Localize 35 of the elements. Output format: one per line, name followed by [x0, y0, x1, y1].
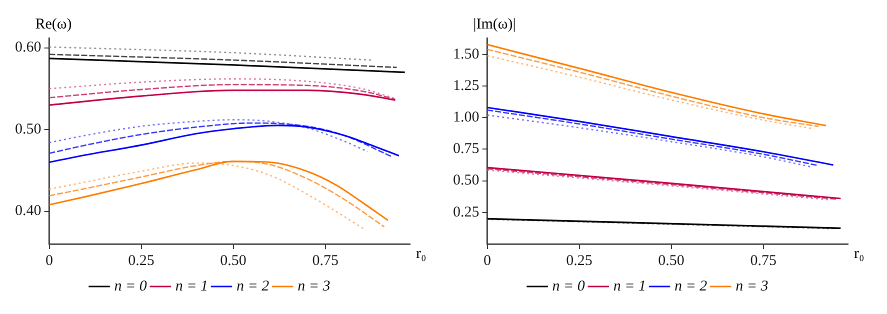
- y-tick-label: 0.50: [15, 121, 42, 138]
- y-tick-label: 1.50: [453, 46, 480, 62]
- line-series: [49, 90, 396, 106]
- y-tick-label: 0.75: [453, 141, 480, 158]
- line-series: [49, 122, 392, 158]
- x-tick-label: 0.25: [128, 252, 154, 269]
- line-series: [49, 84, 396, 100]
- x-tick-label: 0.50: [658, 252, 684, 269]
- x-axis-title: r₀: [416, 246, 426, 262]
- x-tick-label: 0.75: [750, 252, 776, 269]
- x-tick-label: 0.25: [566, 252, 592, 269]
- legend-label: n = 2: [236, 278, 270, 294]
- y-tick-label: 0.50: [453, 172, 480, 189]
- legend-label: n = 3: [736, 278, 768, 294]
- legend-label: n = 2: [674, 278, 708, 294]
- y-axis-title: |Im(ω)|: [473, 16, 516, 32]
- legend-label: n = 3: [298, 278, 330, 294]
- x-tick-label: 0: [46, 252, 53, 269]
- x-tick-label: 0.50: [220, 252, 246, 269]
- legend-label: n = 1: [613, 278, 646, 294]
- line-series: [49, 124, 400, 164]
- y-tick-label: 0.25: [453, 204, 480, 220]
- y-tick-label: 0.40: [15, 203, 42, 220]
- x-tick-label: 0: [484, 252, 491, 269]
- y-tick-label: 0.60: [15, 40, 42, 56]
- legend-label: n = 1: [175, 278, 208, 294]
- y-axis-title: Re(ω): [35, 16, 72, 32]
- y-tick-label: 1.00: [453, 110, 480, 126]
- line-series: [49, 78, 396, 100]
- line-series: [49, 119, 368, 152]
- x-axis-title: r₀: [854, 246, 864, 262]
- legend-label: n = 0: [114, 278, 148, 294]
- x-tick-label: 0.75: [312, 252, 338, 269]
- legend-label: n = 0: [552, 278, 586, 294]
- y-tick-label: 1.25: [453, 78, 480, 94]
